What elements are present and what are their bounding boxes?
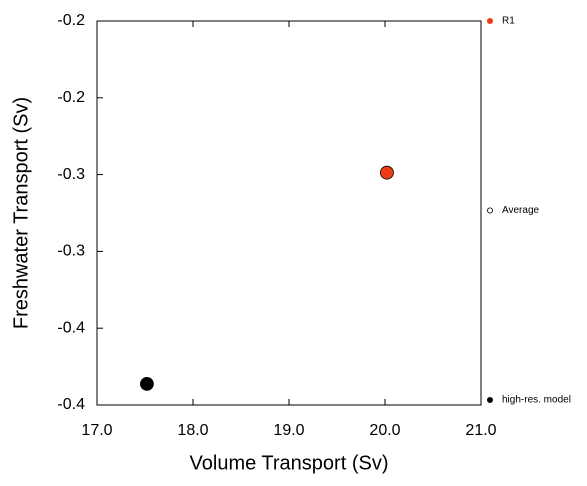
x-tick-label: 21.0 <box>465 422 496 439</box>
y-tick-label: -0.2 <box>57 89 85 106</box>
legend-marker <box>486 17 493 24</box>
y-tick-label: -0.2 <box>57 12 85 29</box>
y-tick-label: -0.4 <box>57 319 85 336</box>
y-axis-title: Freshwater Transport (Sv) <box>10 97 32 329</box>
legend-label: high-res. model <box>502 395 571 406</box>
point <box>140 376 154 391</box>
y-tick-label: -0.3 <box>57 166 85 183</box>
x-tick-label: 18.0 <box>177 422 208 439</box>
x-tick-label: 19.0 <box>273 422 304 439</box>
x-tick-label: 17.0 <box>81 422 112 439</box>
legend-label: Average <box>502 205 540 216</box>
plot-frame <box>96 20 482 406</box>
y-tick-label: -0.4 <box>57 396 85 413</box>
x-axis-title: Volume Transport (Sv) <box>190 452 389 474</box>
x-tick-label: 20.0 <box>369 422 400 439</box>
legend-marker <box>486 207 493 214</box>
point <box>380 165 394 180</box>
legend-marker <box>486 396 493 403</box>
y-tick-label: -0.3 <box>57 243 85 260</box>
legend-label: R1 <box>502 16 515 27</box>
